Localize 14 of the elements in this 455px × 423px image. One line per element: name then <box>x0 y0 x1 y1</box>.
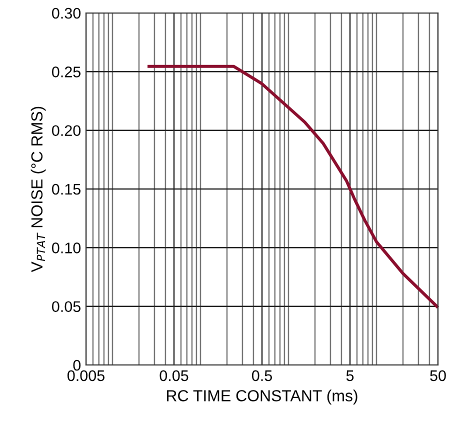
y-tick-label: 0.20 <box>52 125 81 136</box>
y-tick-label: 0.10 <box>52 242 81 254</box>
x-tick-label: 5 <box>346 370 354 382</box>
x-axis-title: RC TIME CONSTANT (ms) <box>167 390 358 405</box>
y-tick-label: 0.25 <box>52 66 80 78</box>
x-tick-label: 0.05 <box>160 370 188 382</box>
y-tick-label: 0.30 <box>52 8 81 19</box>
x-tick-label: 0.005 <box>67 370 104 382</box>
y-tick-label: 0.05 <box>52 301 80 312</box>
y-tick-label: 0 <box>73 360 81 371</box>
y-tick-label: 0.15 <box>52 184 80 195</box>
x-tick-label: 0.5 <box>252 370 272 382</box>
x-tick-label: 50 <box>430 370 446 382</box>
y-axis-title: V$_{PTAT}$ NOISE (°C RMS) <box>30 106 46 272</box>
